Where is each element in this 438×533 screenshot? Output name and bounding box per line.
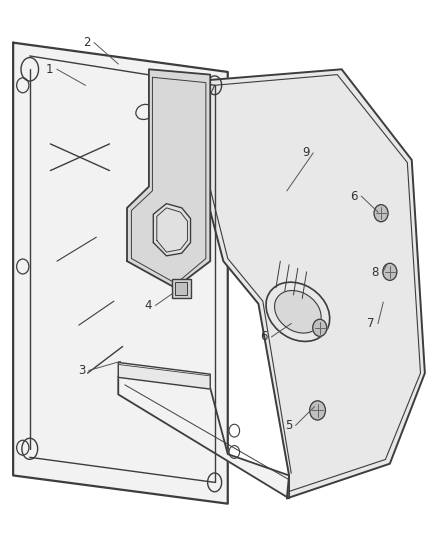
Ellipse shape xyxy=(275,290,321,333)
Text: 2: 2 xyxy=(83,36,91,49)
Polygon shape xyxy=(118,376,289,498)
Ellipse shape xyxy=(266,282,330,342)
Polygon shape xyxy=(188,69,425,498)
Text: 8: 8 xyxy=(371,266,379,279)
Circle shape xyxy=(374,205,388,222)
Polygon shape xyxy=(118,362,210,389)
Text: 3: 3 xyxy=(78,364,85,377)
Polygon shape xyxy=(153,204,191,256)
Text: 4: 4 xyxy=(145,299,152,312)
Polygon shape xyxy=(127,69,210,288)
Text: 5: 5 xyxy=(285,419,292,432)
Circle shape xyxy=(313,319,327,336)
Text: 6: 6 xyxy=(261,330,268,343)
Circle shape xyxy=(383,263,397,280)
Polygon shape xyxy=(13,43,228,504)
Polygon shape xyxy=(154,77,166,86)
Circle shape xyxy=(310,401,325,420)
Text: 1: 1 xyxy=(46,63,53,76)
Text: 9: 9 xyxy=(302,147,310,159)
Text: 7: 7 xyxy=(367,317,374,330)
FancyBboxPatch shape xyxy=(175,282,187,295)
Text: 6: 6 xyxy=(350,190,358,203)
FancyBboxPatch shape xyxy=(172,279,191,298)
